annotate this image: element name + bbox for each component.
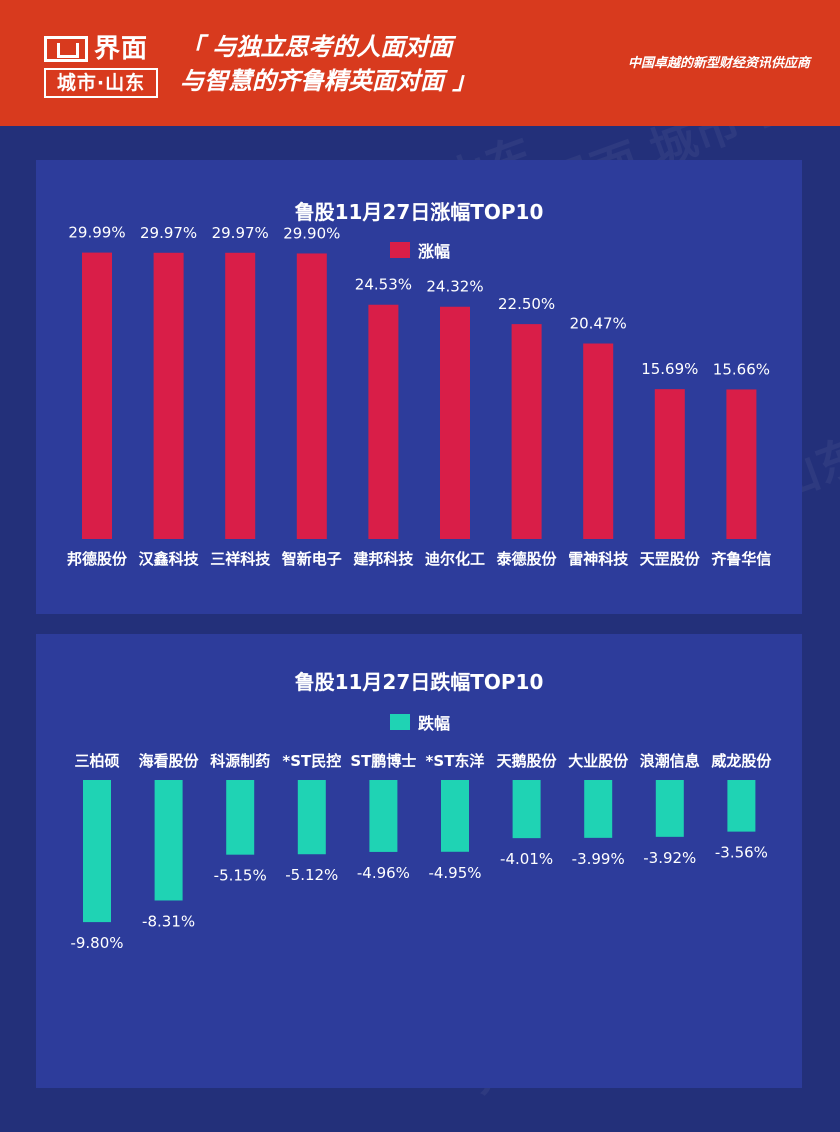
loser-value-label: -4.95% [428,864,481,882]
logo-name: 界面 [94,34,149,64]
gainer-category-label: 天罡股份 [640,550,701,568]
losers-legend-label: 跌幅 [418,714,451,733]
gainer-bar [726,389,757,539]
gainer-category-label: 齐鲁华信 [711,550,771,568]
gainer-bar [440,306,470,539]
gainer-bar [583,343,614,539]
gainer-bar [82,252,112,539]
loser-category-label: 威龙股份 [711,752,772,770]
gainer-bar [654,389,685,539]
loser-category-label: *ST民控 [282,752,341,770]
gainer-category-label: 雷神科技 [568,550,629,568]
gainer-value-label: 22.50% [498,295,555,313]
slogan-line-1: 「 与独立思考的人面对面 [180,33,453,61]
loser-value-label: -5.12% [285,866,338,884]
loser-category-label: 浪潮信息 [640,752,700,770]
logo-mark-icon [44,36,88,62]
gainer-category-label: 智新电子 [282,550,342,568]
loser-value-label: -5.15% [214,867,267,885]
loser-bar [297,780,326,855]
loser-category-label: 三柏硕 [74,752,119,770]
losers-legend-swatch [390,714,410,730]
loser-value-label: -3.56% [715,844,768,862]
loser-value-label: -4.96% [357,864,410,882]
gainer-value-label: 15.66% [713,360,770,378]
slogan: 「 与独立思考的人面对面 与智慧的齐鲁精英面对面 」 [180,30,476,98]
losers-panel: 鲁股11月27日跌幅TOP10 跌幅 -9.80% 三柏硕 -8.31% 海看股份 -5… [36,634,802,1088]
gainer-category-label: 汉鑫科技 [139,550,200,568]
losers-legend: 跌幅 [390,710,450,734]
loser-value-label: -9.80% [70,934,123,952]
gainers-chart-title: 鲁股11月27日涨幅TOP10 [294,200,544,224]
loser-bar [512,780,541,839]
gainers-panel: 鲁股11月27日涨幅TOP10 涨幅 29.99% 邦德股份 29.97% 汉鑫科技 2… [36,160,802,614]
header-banner: 界面 城市·山东 「 与独立思考的人面对面 与智慧的齐鲁精英面对面 」 中国卓越… [0,0,840,126]
gainer-category-label: 邦德股份 [67,550,128,568]
gainer-category-label: 泰德股份 [496,550,558,568]
gainers-legend: 涨幅 [390,238,450,262]
loser-value-label: -3.99% [572,850,625,868]
brand-logo: 界面 城市·山东 [44,33,158,99]
gainers-legend-label: 涨幅 [418,242,451,261]
gainers-legend-swatch [390,242,410,258]
loser-category-label: *ST东洋 [426,752,485,770]
loser-bar [441,780,469,852]
loser-bar [584,780,613,838]
losers-chart-title: 鲁股11月27日跌幅TOP10 [294,670,544,694]
loser-value-label: -8.31% [142,912,195,930]
gainer-value-label: 29.97% [140,224,197,242]
loser-category-label: 科源制药 [210,752,270,770]
loser-bar [727,780,756,832]
loser-value-label: -3.92% [643,849,696,867]
gainer-bar [153,252,184,539]
gainer-category-label: 迪尔化工 [425,550,485,568]
loser-category-label: 大业股份 [568,752,629,770]
tagline: 中国卓越的新型财经资讯供应商 [627,56,810,71]
loser-bar [655,780,684,837]
gainer-bar [296,253,327,539]
gainer-value-label: 29.97% [212,224,269,242]
gainer-category-label: 建邦科技 [353,550,414,568]
gainer-bar [368,304,399,539]
gainer-category-label: 三祥科技 [210,550,271,568]
losers-bar-chart: -9.80% 三柏硕 -8.31% 海看股份 -5.15% 科源制药 -5.12% *ST民控… [70,752,772,952]
loser-category-label: ST鹏博士 [350,752,416,770]
loser-bar [226,780,255,855]
logo-subtitle: 城市·山东 [44,68,158,98]
slogan-line-2: 与智慧的齐鲁精英面对面 」 [180,67,477,95]
loser-category-label: 海看股份 [139,752,200,770]
loser-bar [154,780,183,901]
loser-category-label: 天鹅股份 [497,752,558,770]
gainer-value-label: 24.32% [426,278,483,296]
gainer-value-label: 29.99% [68,224,125,242]
gainer-value-label: 29.90% [283,224,340,242]
gainer-value-label: 20.47% [570,315,627,333]
gainers-bar-chart: 29.99% 邦德股份 29.97% 汉鑫科技 29.97% 三祥科技 29.90% 智新电子… [67,224,771,568]
gainer-value-label: 15.69% [641,360,698,378]
loser-bar [83,780,111,923]
gainer-bar [225,252,256,539]
gainer-value-label: 24.53% [355,276,412,294]
loser-bar [369,780,398,852]
gainer-bar [511,324,542,539]
loser-value-label: -4.01% [500,850,553,868]
